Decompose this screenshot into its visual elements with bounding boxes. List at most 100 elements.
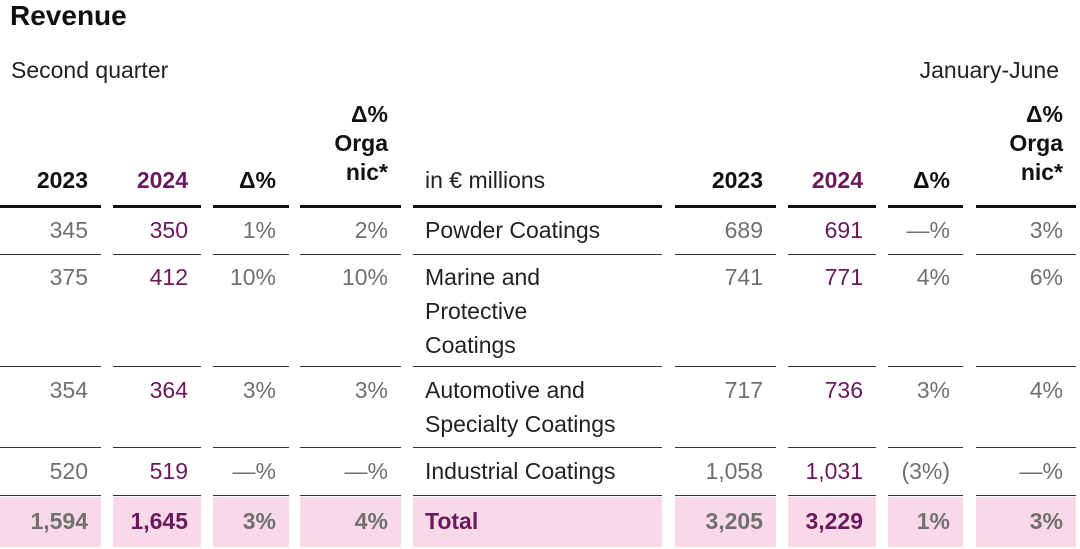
q-cell-2023: 375 [49,264,88,290]
row-separator [888,254,963,255]
total-row-background [788,497,876,547]
h-cell-2024: 1,031 [805,458,863,484]
total-row-background [0,497,101,547]
h-cell-organic: 6% [1029,264,1063,290]
total-row-background [300,497,401,547]
total-q-delta: 3% [242,508,276,534]
q-cell-2024: 350 [149,217,188,243]
row-separator [976,254,1076,255]
row-separator [113,366,201,367]
row-separator [675,495,776,496]
row-separator [976,495,1076,496]
total-q-organic: 4% [354,508,388,534]
total-row-background [675,497,776,547]
header-rule [976,205,1076,208]
row-separator [300,447,401,448]
q-cell-delta: —% [232,458,276,484]
q-cell-2023: 520 [49,458,88,484]
row-separator [113,447,201,448]
h-cell-organic: —% [1019,458,1063,484]
q-cell-organic: 2% [354,217,388,243]
h-cell-delta: (3%) [901,458,950,484]
h-cell-2023: 689 [724,217,763,243]
q-header-delta: Δ% [239,167,276,193]
total-q-2023: 1,594 [30,508,88,534]
h-header-organic-line: nic* [1020,159,1063,185]
period-january-june: January-June [919,57,1059,83]
h-cell-2024: 736 [824,377,863,403]
period-second-quarter: Second quarter [11,57,169,83]
header-rule [0,205,101,208]
row-label-line: Powder Coatings [425,217,601,243]
row-separator [413,254,662,255]
h-header-organic: Δ% Orga nic* [976,100,1063,187]
row-separator [300,254,401,255]
row-separator [300,495,401,496]
total-row-background [213,497,289,547]
row-separator [413,366,662,367]
row-separator [788,366,876,367]
total-row-background [976,497,1076,547]
row-separator [788,254,876,255]
header-rule [888,205,963,208]
total-row-background [413,497,662,547]
h-cell-2024: 771 [824,264,863,290]
q-cell-2024: 412 [149,264,188,290]
total-row-background [113,497,201,547]
total-h-organic: 3% [1029,508,1063,534]
h-cell-delta: 3% [916,377,950,403]
row-separator [213,447,289,448]
row-separator [675,254,776,255]
row-label-line: Specialty Coatings [425,411,616,437]
h-cell-2024: 691 [824,217,863,243]
row-separator [413,495,662,496]
q-cell-2024: 519 [149,458,188,484]
q-header-organic-line: nic* [345,159,388,185]
header-rule [675,205,776,208]
q-cell-organic: 10% [341,264,388,290]
row-label: Marine and Protective Coatings [425,260,662,362]
q-header-organic-line: Orga [334,130,388,156]
row-separator [413,447,662,448]
q-cell-2023: 354 [49,377,88,403]
header-units-label: in € millions [425,167,546,193]
row-separator [113,495,201,496]
q-cell-delta: 1% [242,217,276,243]
header-rule [413,205,662,208]
total-row-background [888,497,963,547]
h-header-2023: 2023 [711,167,763,193]
total-h-2023: 3,205 [705,508,763,534]
row-separator [0,254,101,255]
h-cell-organic: 4% [1029,377,1063,403]
h-header-organic-line: Δ% [1026,101,1063,127]
row-separator [788,495,876,496]
row-separator [976,447,1076,448]
h-cell-delta: 4% [916,264,950,290]
row-label: Industrial Coatings [425,454,662,488]
row-label-line: Protective [425,298,528,324]
h-cell-organic: 3% [1029,217,1063,243]
row-separator [888,447,963,448]
q-header-2023: 2023 [36,167,88,193]
q-cell-organic: —% [344,458,388,484]
row-label-line: Marine and [425,264,541,290]
row-label: Automotive and Specialty Coatings [425,373,662,441]
header-rule [788,205,876,208]
header-rule [113,205,201,208]
row-separator [300,366,401,367]
row-separator [675,366,776,367]
row-separator [788,447,876,448]
total-q-2024: 1,645 [130,508,188,534]
total-h-delta: 1% [916,508,950,534]
q-header-organic-line: Δ% [351,101,388,127]
h-cell-2023: 1,058 [705,458,763,484]
row-separator [113,254,201,255]
row-separator [888,495,963,496]
q-cell-2024: 364 [149,377,188,403]
header-rule [213,205,289,208]
q-cell-delta: 10% [229,264,276,290]
h-header-organic-line: Orga [1009,130,1063,156]
row-label-line: Coatings [425,332,516,358]
row-separator [213,254,289,255]
row-label-line: Automotive and [425,377,585,403]
